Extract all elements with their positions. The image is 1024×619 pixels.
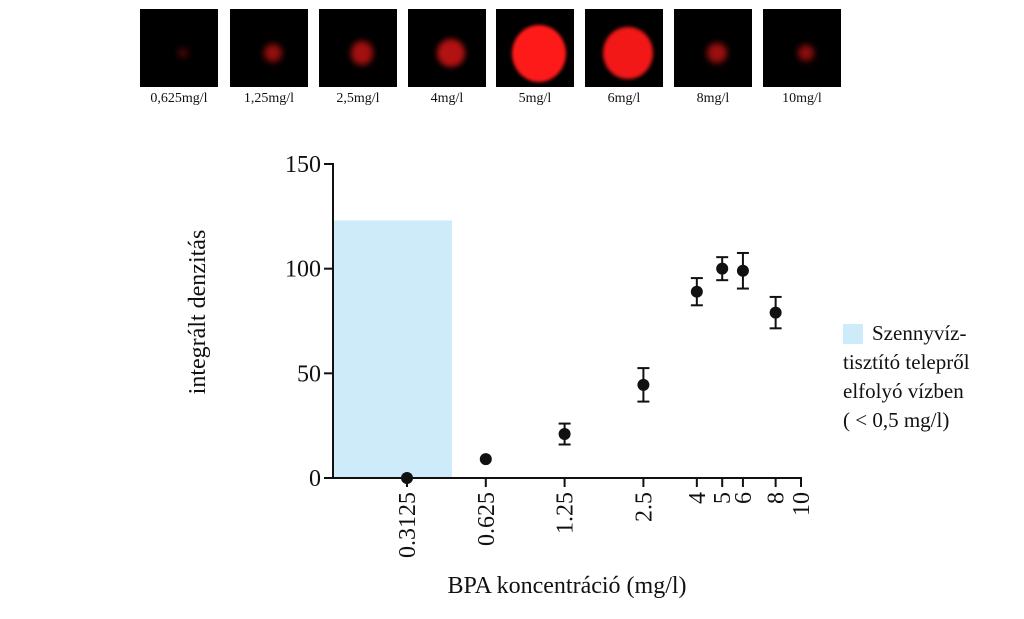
fluorescence-signal xyxy=(178,49,188,57)
x-tick-label: 5 xyxy=(710,492,736,504)
fluorescence-signal xyxy=(264,44,282,62)
y-tick-label: 0 xyxy=(309,466,321,492)
concentration-image-label: 4mg/l xyxy=(430,91,464,106)
x-tick-label: 0.3125 xyxy=(395,492,421,558)
concentration-image-6 xyxy=(585,9,663,87)
y-axis-label: integrált denzitás xyxy=(185,230,211,395)
legend: Szennyvíz- tisztító telepről elfolyó víz… xyxy=(843,319,1018,435)
fluorescence-signal xyxy=(512,24,566,82)
x-tick-label: 1.25 xyxy=(553,492,579,534)
fluorescence-signal xyxy=(798,45,814,61)
y-tick-label: 150 xyxy=(285,152,321,178)
concentration-image-2 xyxy=(230,9,308,87)
concentration-image-label: 2,5mg/l xyxy=(336,91,380,106)
shaded-region xyxy=(334,220,452,478)
concentration-image-label: 0,625mg/l xyxy=(150,91,208,106)
y-tick-label: 50 xyxy=(297,361,321,387)
concentration-image-4 xyxy=(408,9,486,87)
x-tick-label: 4 xyxy=(685,492,711,504)
data-point xyxy=(401,472,413,484)
concentration-image-label: 5mg/l xyxy=(518,91,552,106)
concentration-image-label: 6mg/l xyxy=(607,91,641,106)
concentration-image-8 xyxy=(763,9,841,87)
concentration-image-label: 1,25mg/l xyxy=(243,91,295,106)
fluorescence-signal xyxy=(437,38,465,68)
legend-swatch xyxy=(843,324,863,344)
fluorescence-signal xyxy=(350,41,374,65)
concentration-image-5 xyxy=(496,9,574,87)
concentration-image-label: 8mg/l xyxy=(696,91,730,106)
data-point xyxy=(769,306,782,319)
x-tick-label: 2.5 xyxy=(631,492,657,522)
concentration-image-label: 10mg/l xyxy=(782,91,822,106)
x-tick-label: 10 xyxy=(789,492,815,516)
data-point xyxy=(690,285,703,298)
fluorescence-signal xyxy=(706,42,728,64)
legend-line-2: tisztító telepről xyxy=(843,350,970,374)
concentration-image-3 xyxy=(319,9,397,87)
x-tick-label: 6 xyxy=(731,492,757,504)
y-tick-label: 100 xyxy=(285,257,321,283)
legend-line-1: Szennyvíz- xyxy=(872,321,967,345)
data-point xyxy=(716,262,729,275)
x-axis-label: BPA koncentráció (mg/l) xyxy=(447,573,686,599)
data-point xyxy=(558,428,571,441)
data-point xyxy=(736,264,749,277)
x-tick-label: 0.625 xyxy=(474,492,500,546)
legend-line-3: elfolyó vízben xyxy=(843,379,964,403)
concentration-image-7 xyxy=(674,9,752,87)
fluorescence-signal xyxy=(603,27,653,79)
legend-line-4: ( < 0,5 mg/l) xyxy=(843,408,950,432)
x-tick-label: 8 xyxy=(764,492,790,504)
data-point xyxy=(637,378,650,391)
concentration-image-1 xyxy=(140,9,218,87)
data-point xyxy=(479,453,492,466)
